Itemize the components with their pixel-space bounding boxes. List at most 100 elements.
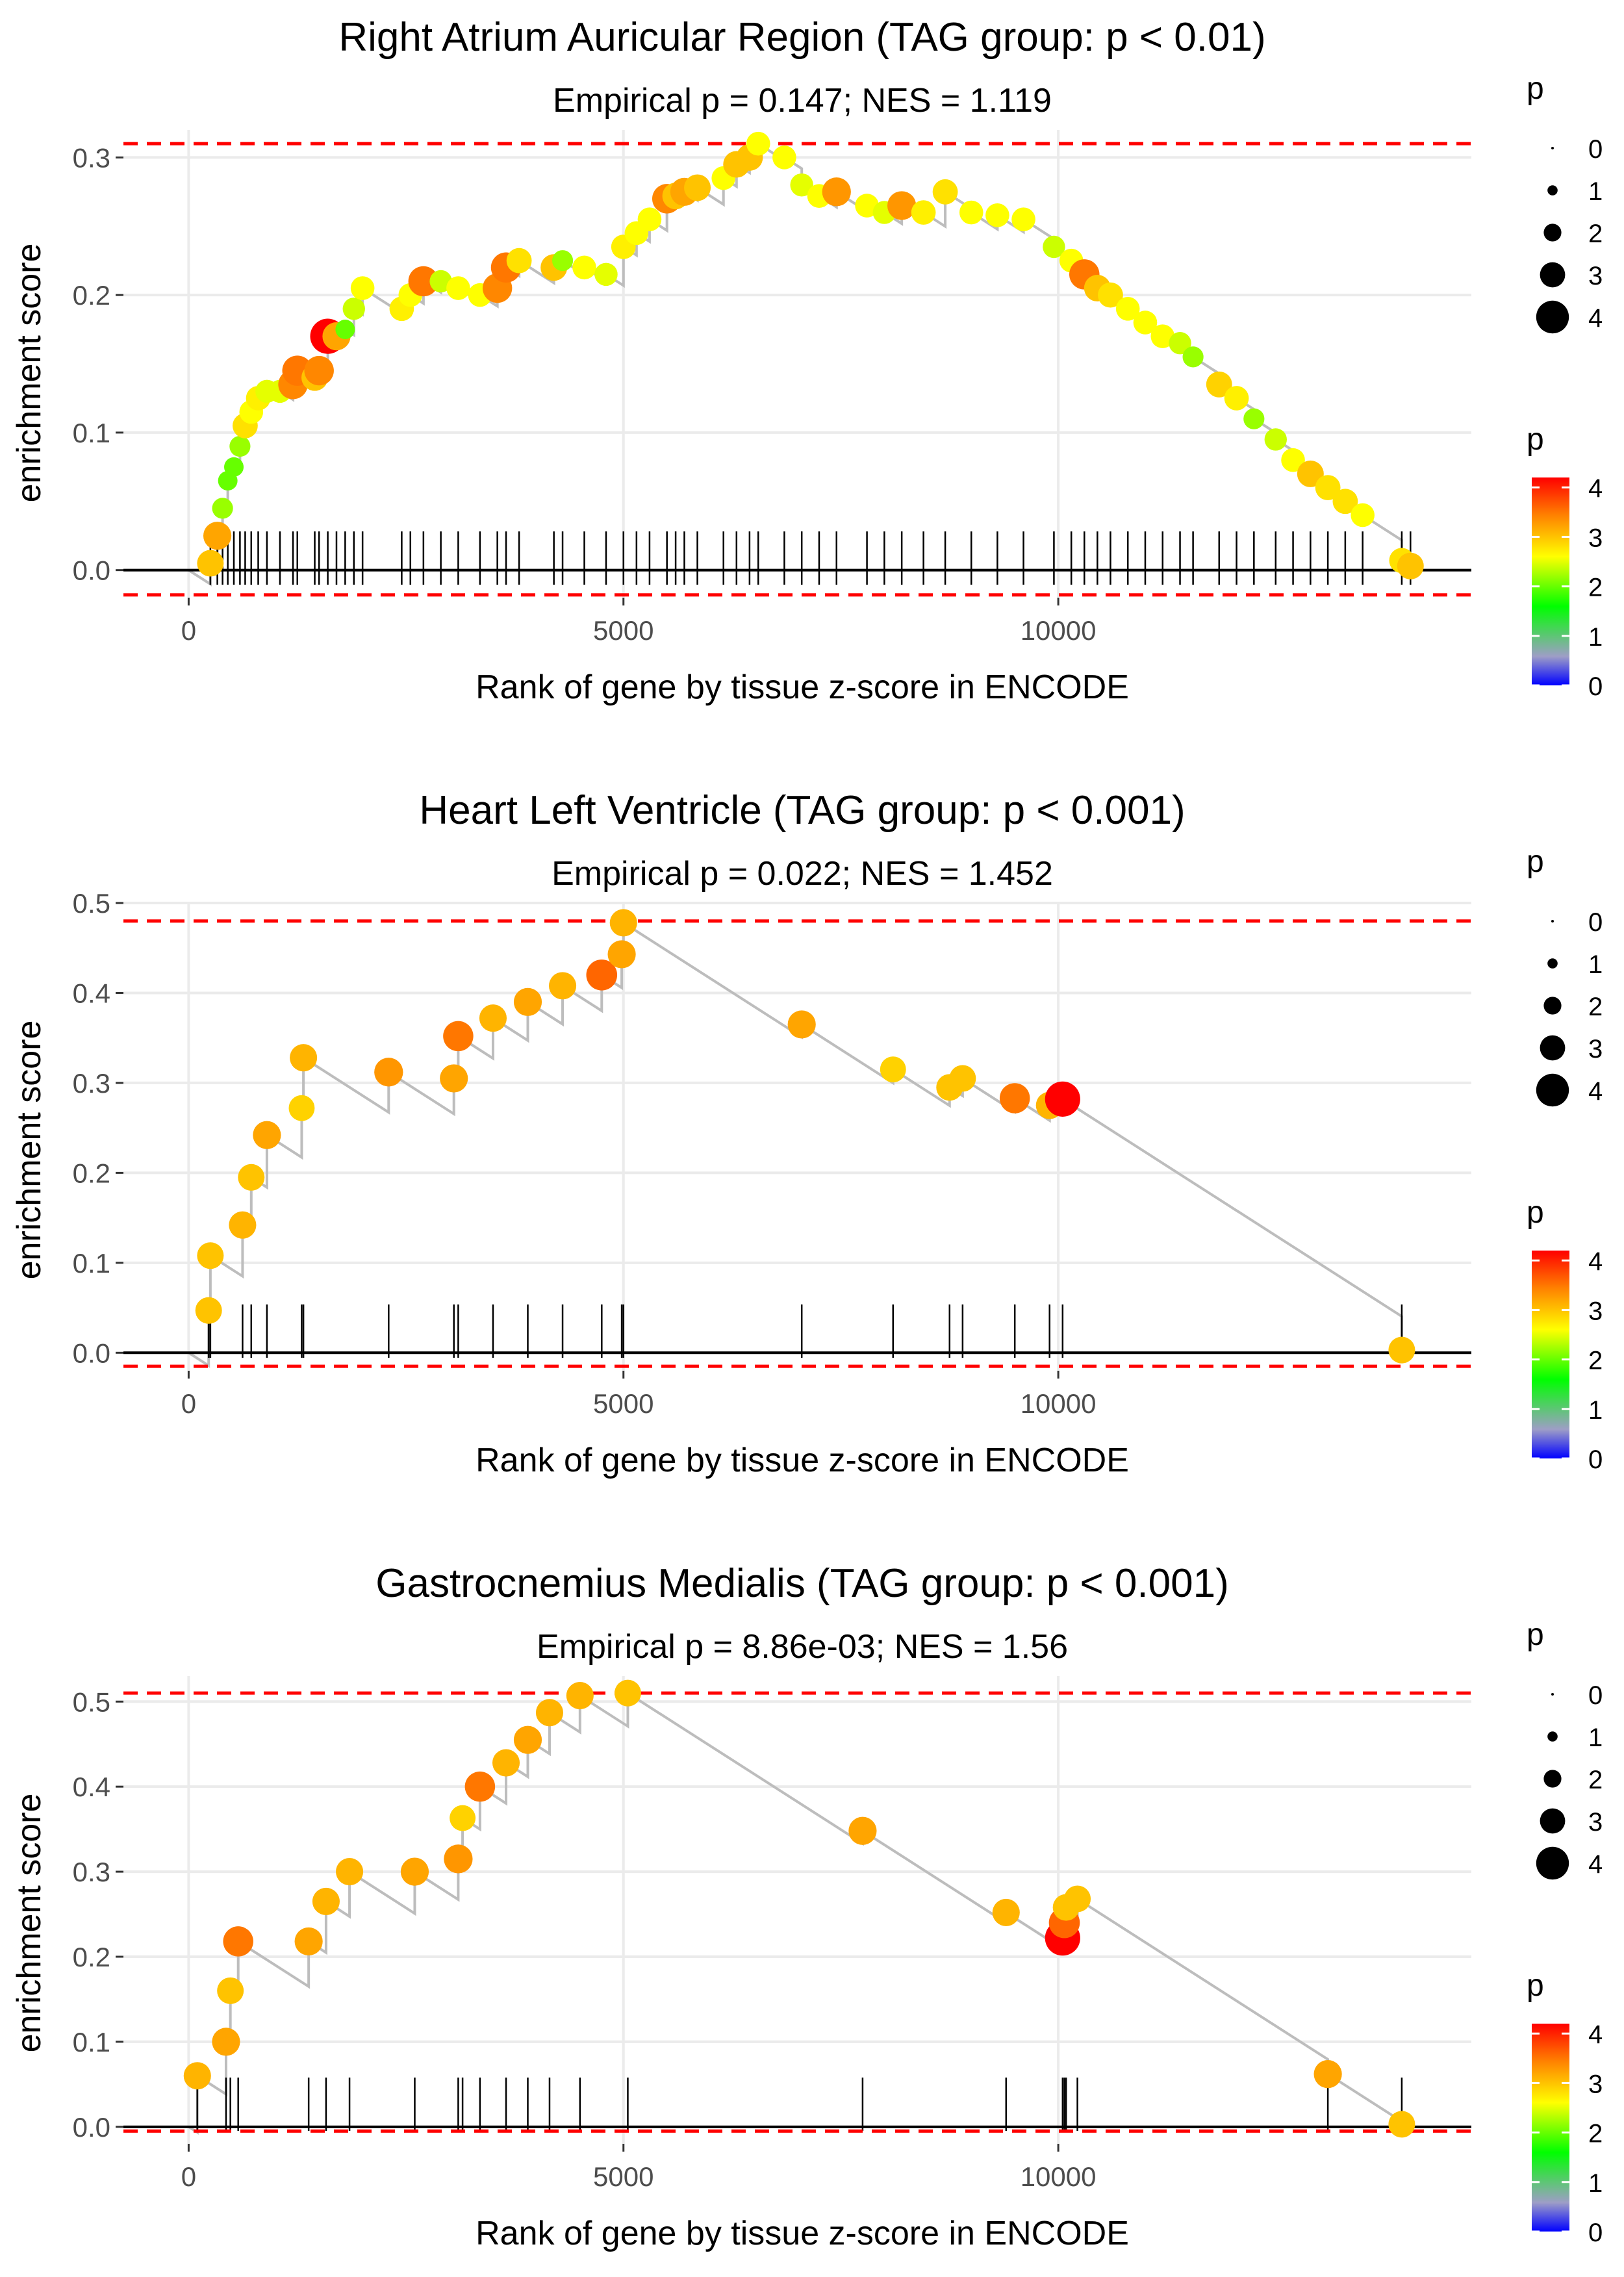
- gene-point: [224, 457, 244, 477]
- gene-point: [949, 1065, 976, 1092]
- gene-point: [1351, 503, 1375, 528]
- gene-point: [1388, 1336, 1415, 1364]
- size-legend-label: 1: [1588, 950, 1603, 979]
- gene-point: [446, 276, 470, 300]
- color-legend-label: 0: [1588, 2219, 1603, 2247]
- gene-point: [1098, 282, 1123, 308]
- panel-1-size-legend-items: 0 1 2 3 4: [1536, 135, 1603, 334]
- size-legend-label: 4: [1588, 304, 1603, 333]
- gene-point: [552, 250, 574, 272]
- gene-point: [238, 1164, 265, 1191]
- y-tick-label: 0.3: [73, 1857, 110, 1887]
- color-legend-label: 4: [1588, 474, 1603, 503]
- panel-2-grid: [123, 902, 1471, 1371]
- gene-point: [350, 276, 375, 300]
- color-legend-label: 2: [1588, 1347, 1603, 1375]
- gene-point: [408, 266, 439, 297]
- gene-point: [513, 987, 542, 1016]
- x-tick-label: 10000: [1021, 2161, 1097, 2192]
- enrichment-line: [188, 141, 1412, 587]
- gene-point: [1182, 346, 1204, 368]
- gene-point: [342, 298, 365, 320]
- panel-3-size-legend: p 0 1 2 3 4: [1527, 1618, 1603, 1880]
- panel-1-color-legend-title: p: [1527, 422, 1544, 457]
- size-legend-label: 2: [1588, 220, 1603, 248]
- size-legend-dot: [1543, 1770, 1562, 1788]
- gene-point: [444, 1844, 473, 1874]
- size-legend-dot: [1547, 958, 1558, 969]
- color-legend-label: 1: [1588, 2169, 1603, 2198]
- y-tick-label: 0.2: [73, 1942, 110, 1972]
- gene-point: [312, 1887, 340, 1915]
- gene-point: [400, 1857, 429, 1886]
- enrichment-line: [188, 920, 1403, 1368]
- gene-point: [492, 1749, 520, 1777]
- gene-point: [1115, 296, 1140, 321]
- panel-2-axis-ticks: 0.0 0.1 0.2 0.3 0.4 0.5 0 5000 10000: [73, 888, 1097, 1419]
- panel-2-title: Heart Left Ventricle (TAG group: p < 0.0…: [419, 788, 1185, 833]
- gene-point: [1313, 2060, 1342, 2089]
- panel-2-size-legend-items: 0 1 2 3 4: [1536, 908, 1603, 1107]
- size-legend-label: 4: [1588, 1077, 1603, 1106]
- size-legend-dot: [1543, 997, 1562, 1015]
- gene-point: [932, 179, 958, 205]
- panel-2-color-legend-title: p: [1527, 1195, 1544, 1230]
- panel-2-marks: [123, 909, 1471, 1368]
- gene-point: [614, 1679, 641, 1707]
- gene-point: [848, 1816, 877, 1845]
- gene-point: [1264, 428, 1287, 451]
- panel-1-size-legend-title: p: [1527, 71, 1544, 106]
- gene-point: [959, 200, 983, 225]
- panel-2-size-legend: p 0 1 2 3 4: [1527, 845, 1603, 1107]
- y-tick-label: 0.2: [73, 1158, 110, 1188]
- gene-point: [1045, 1081, 1080, 1117]
- gene-point: [294, 1927, 323, 1956]
- y-tick-label: 0.0: [73, 2112, 110, 2143]
- color-legend-label: 2: [1588, 2120, 1603, 2148]
- panel-3-color-legend: p 0 1 2 3 4: [1527, 1968, 1603, 2247]
- gene-point: [335, 320, 355, 340]
- gene-point: [772, 146, 796, 170]
- gene-point: [1043, 235, 1065, 259]
- color-legend-bar: [1532, 2024, 1569, 2232]
- x-tick-label: 0: [181, 1388, 196, 1419]
- gene-point: [999, 1083, 1030, 1113]
- gene-point: [1281, 448, 1305, 472]
- gene-point: [506, 248, 532, 273]
- panel-2: Heart Left Ventricle (TAG group: p < 0.0…: [10, 788, 1603, 1479]
- panel-1-color-legend: p 0 1 2 3 4: [1527, 422, 1603, 701]
- size-legend-dot: [1540, 262, 1566, 288]
- color-legend-label: 1: [1588, 623, 1603, 652]
- size-legend-label: 2: [1588, 993, 1603, 1021]
- gene-point: [1064, 1885, 1091, 1913]
- gene-point: [450, 1805, 476, 1831]
- y-tick-label: 0.5: [73, 888, 110, 919]
- gene-point: [790, 173, 813, 197]
- gene-point: [1388, 2111, 1415, 2138]
- color-legend-bar: [1532, 1251, 1569, 1458]
- gene-point: [1243, 408, 1265, 429]
- gene-point: [374, 1058, 403, 1087]
- gene-point: [607, 940, 636, 969]
- gene-point: [572, 255, 596, 280]
- gene-point: [535, 1699, 564, 1727]
- gene-point: [1206, 371, 1232, 398]
- size-legend-label: 1: [1588, 177, 1603, 206]
- gene-point: [1224, 386, 1249, 411]
- gene-point: [1297, 460, 1324, 487]
- gene-point: [304, 355, 334, 386]
- panel-1-axis-ticks: 0.0 0.1 0.2 0.3 0 5000 10000: [73, 142, 1097, 646]
- size-legend-dot: [1547, 1731, 1558, 1742]
- gene-point: [586, 959, 618, 991]
- gene-point: [609, 909, 637, 937]
- color-legend-bar: [1532, 477, 1569, 685]
- panel-3-xlabel: Rank of gene by tissue z-score in ENCODE: [476, 2215, 1129, 2252]
- panel-1-xlabel: Rank of gene by tissue z-score in ENCODE: [476, 668, 1129, 706]
- panel-1-title: Right Atrium Auricular Region (TAG group…: [338, 15, 1265, 60]
- gene-point: [443, 1021, 474, 1052]
- size-legend-dot: [1536, 1846, 1569, 1880]
- color-legend-label: 2: [1588, 574, 1603, 602]
- size-legend-dot: [1543, 223, 1562, 242]
- color-legend-label: 4: [1588, 1247, 1603, 1276]
